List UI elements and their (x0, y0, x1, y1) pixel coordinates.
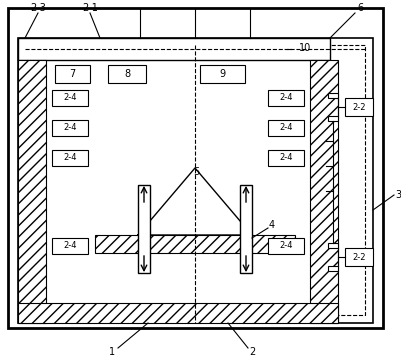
Bar (328, 116, 338, 121)
Bar (268, 90, 304, 106)
Text: 2: 2 (249, 347, 255, 357)
Bar (25, 45, 365, 315)
Bar (18, 38, 373, 323)
Bar (345, 248, 373, 266)
Bar (345, 98, 373, 116)
Bar (52, 150, 88, 166)
Text: 2-4: 2-4 (63, 93, 77, 102)
Text: 3: 3 (395, 190, 401, 200)
Bar (200, 65, 245, 83)
Bar (95, 235, 295, 253)
Text: 2-4: 2-4 (63, 123, 77, 132)
Bar (310, 60, 338, 323)
Bar (268, 150, 304, 166)
Bar (55, 65, 90, 83)
Bar (18, 60, 46, 323)
Text: 7: 7 (69, 69, 76, 79)
Text: 4: 4 (269, 220, 275, 230)
Text: 10: 10 (299, 43, 311, 53)
Text: 9: 9 (219, 69, 225, 79)
Bar (8, 8, 383, 328)
Bar (18, 303, 338, 323)
Text: 8: 8 (124, 69, 130, 79)
Bar (52, 90, 88, 106)
Bar (240, 185, 252, 273)
Text: 6: 6 (357, 3, 363, 13)
Text: 2-4: 2-4 (279, 241, 293, 251)
Bar (52, 120, 88, 136)
Text: 2-4: 2-4 (279, 153, 293, 163)
Bar (138, 185, 150, 273)
Text: 2-4: 2-4 (279, 93, 293, 102)
Bar (328, 93, 338, 98)
Bar (52, 238, 88, 254)
Text: 2-2: 2-2 (352, 102, 366, 111)
Text: 2-4: 2-4 (279, 123, 293, 132)
Bar (268, 120, 304, 136)
Bar (328, 266, 338, 271)
Text: 2-4: 2-4 (63, 241, 77, 251)
Text: 2-4: 2-4 (63, 153, 77, 163)
Text: 5: 5 (193, 167, 199, 177)
Bar (268, 238, 304, 254)
Bar (108, 65, 146, 83)
Text: 1: 1 (109, 347, 115, 357)
Text: 2-2: 2-2 (352, 253, 366, 261)
Text: 2-1: 2-1 (82, 3, 98, 13)
Bar (18, 38, 330, 60)
Text: 2-3: 2-3 (30, 3, 46, 13)
Bar (328, 243, 338, 248)
